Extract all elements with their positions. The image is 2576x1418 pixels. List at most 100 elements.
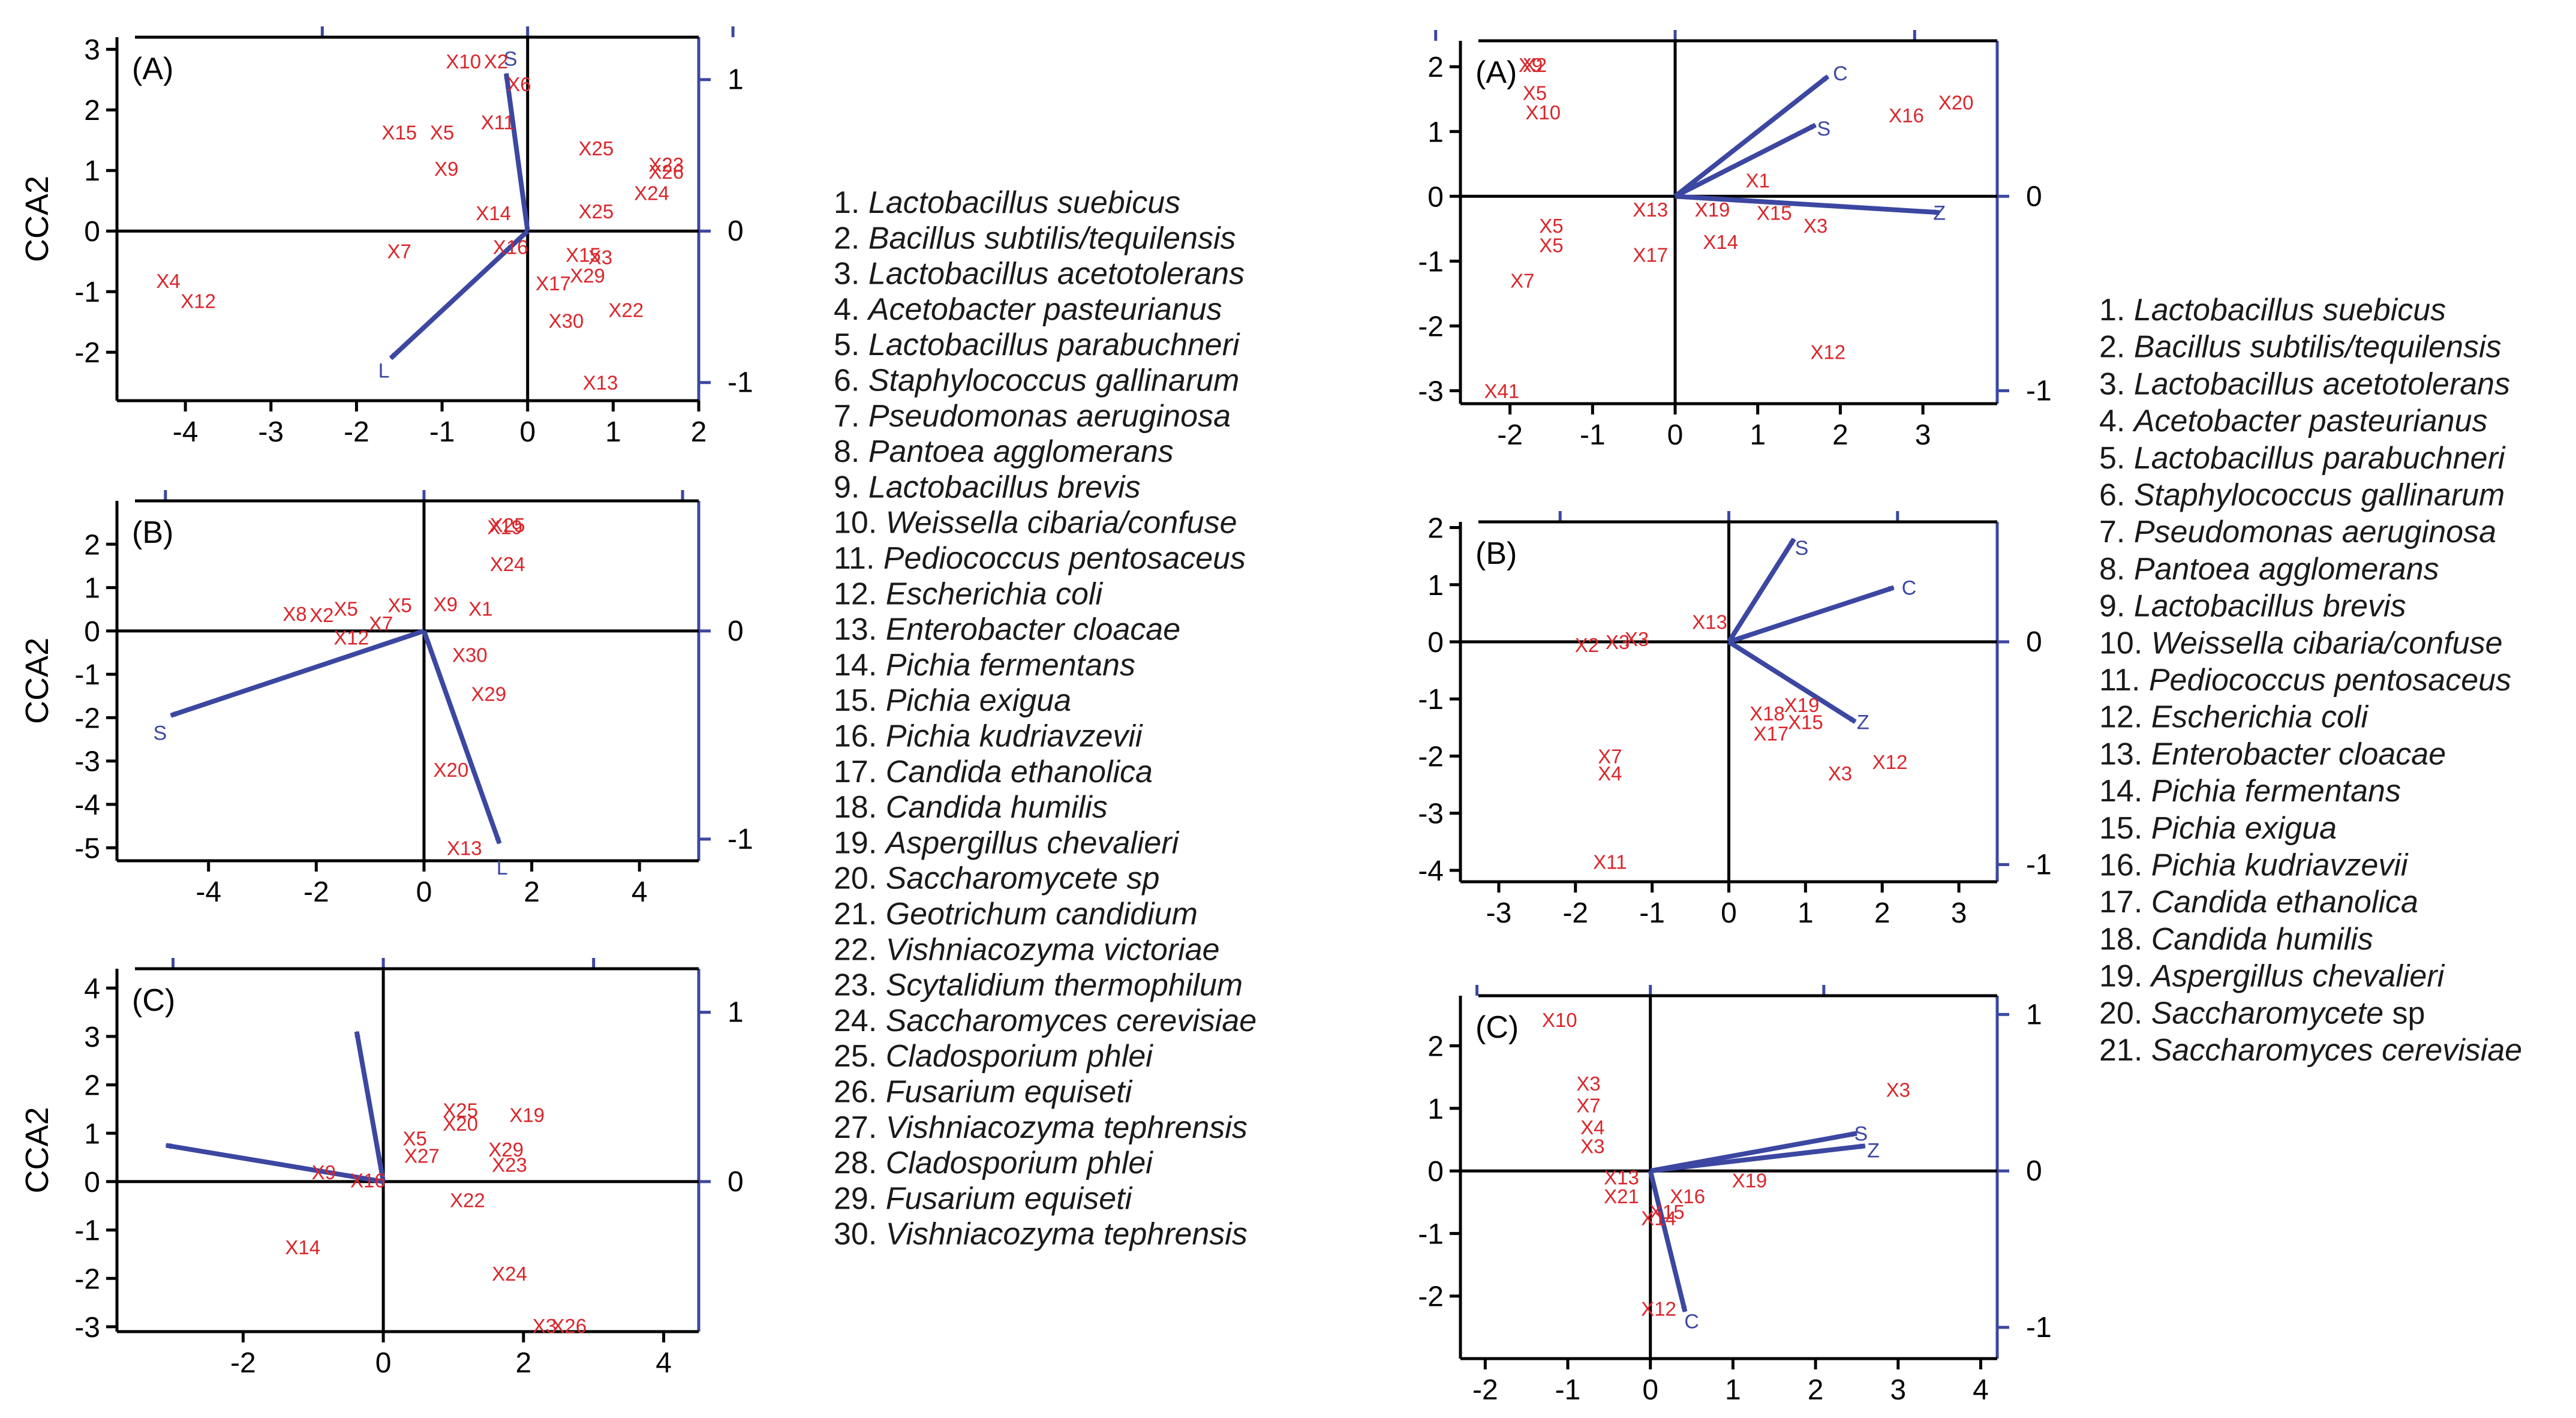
legend-item: 10. Weissella cibaria/confuse — [2099, 626, 2503, 660]
arrow-label: S — [504, 47, 518, 70]
legend-number: 25. — [834, 1039, 886, 1074]
legend-item: 28. Cladosporium phlei — [834, 1146, 1153, 1180]
legend-species: Pichia fermentans — [886, 648, 1135, 683]
x-tick-label: 3 — [1915, 419, 1931, 451]
data-point-label: X17 — [1633, 244, 1668, 266]
arrow-label: S — [1854, 1122, 1868, 1145]
legend-number: 12. — [2099, 700, 2151, 735]
right-tick-label: 1 — [2026, 999, 2042, 1031]
data-point-label: X20 — [1938, 92, 1974, 114]
y-tick-label: -1 — [1418, 1218, 1444, 1250]
legend-species: Enterobacter cloacae — [2151, 737, 2446, 771]
x-tick-label: 0 — [416, 876, 432, 908]
legend-species: Pantoea agglomerans — [2134, 552, 2439, 587]
data-point-label: X9 — [1519, 54, 1543, 76]
legend-number: 23. — [834, 968, 886, 1003]
legend-item: 4. Acetobacter pasteurianus — [2099, 404, 2488, 438]
data-point-label: X1 — [468, 597, 492, 620]
data-point-label: X25 — [578, 137, 614, 160]
y-tick-label: -1 — [1418, 684, 1444, 716]
legend-species: Aspergillus chevalieri — [884, 825, 1180, 860]
biplot-arrow — [1675, 194, 1941, 215]
right-tick-label: 0 — [728, 1166, 744, 1198]
y-tick-label: 0 — [84, 1167, 100, 1198]
data-point-label: X3 — [533, 1315, 557, 1337]
data-point-label: X9 — [312, 1161, 336, 1183]
legend-number: 14. — [2099, 774, 2151, 809]
legend-number: 10. — [2099, 626, 2151, 660]
legend-species: Bacillus subtilis/tequilensis — [868, 221, 1236, 256]
legend-item: 9. Lactobacillus brevis — [834, 470, 1141, 504]
data-point-label: X24 — [490, 553, 525, 575]
legend-item: 18. Candida humilis — [2099, 922, 2373, 957]
data-point-label: X19 — [1695, 199, 1730, 221]
legend-number: 24. — [834, 1004, 886, 1038]
legend-item: 12. Escherichia coli — [2099, 700, 2368, 735]
legend-species: Acetobacter pasteurianus — [867, 292, 1222, 327]
data-point-label: X19 — [1784, 694, 1820, 716]
data-point-label: X5 — [1539, 215, 1563, 237]
data-point-label: X26 — [648, 161, 684, 183]
legend-item: 7. Pseudomonas aeruginosa — [834, 399, 1231, 434]
legend-item: 3. Lactobacillus acetotolerans — [834, 257, 1245, 292]
data-point-label: X13 — [1633, 199, 1668, 221]
x-tick-label: -4 — [196, 876, 221, 908]
biplot-arrow — [170, 629, 425, 718]
legend-item: 10. Weissella cibaria/confuse — [834, 506, 1237, 540]
legend-number: 7. — [834, 399, 868, 434]
legend-species: Cladosporium phlei — [886, 1039, 1154, 1074]
arrow-label: C — [1833, 62, 1848, 85]
legend-item: 23. Scytalidium thermophilum — [834, 968, 1243, 1003]
legend-number: 15. — [834, 683, 886, 718]
legend-species: Lactobacillus parabuchneri — [868, 328, 1240, 362]
y-tick-label: -2 — [74, 337, 100, 369]
legend-item: 20. Saccharomycete sp — [2099, 996, 2425, 1031]
legend-item: 3. Lactobacillus acetotolerans — [2099, 366, 2510, 401]
legend-item: 13. Enterobacter cloacae — [2099, 737, 2446, 771]
legend-number: 30. — [834, 1217, 886, 1252]
data-point-label: X16 — [493, 236, 528, 258]
arrow-label: L — [497, 857, 508, 879]
data-point-label: X7 — [1598, 745, 1622, 767]
data-point-label: X30 — [549, 310, 584, 332]
arrow-label: Z — [1857, 711, 1869, 734]
data-point-label: X3 — [1576, 1072, 1600, 1095]
y-tick-label: -2 — [1418, 741, 1444, 773]
data-point-label: X6 — [507, 73, 531, 95]
panel-label: (C) — [1475, 1010, 1519, 1045]
legend-item: 8. Pantoea agglomerans — [834, 434, 1174, 469]
legend-number: 3. — [2099, 366, 2134, 401]
legend-species: Escherichia coli — [2151, 700, 2369, 735]
legend-item: 2. Bacillus subtilis/tequilensis — [834, 221, 1236, 256]
legend-number: 9. — [834, 470, 868, 504]
x-tick-label: 1 — [1750, 419, 1766, 451]
legend-number: 13. — [834, 612, 886, 647]
legend-item: 19. Aspergillus chevalieri — [834, 825, 1180, 860]
y-tick-label: 3 — [84, 34, 100, 66]
biplot-arrow — [1728, 585, 1895, 644]
x-tick-label: 0 — [1642, 1374, 1658, 1406]
legend-species: Pseudomonas aeruginosa — [868, 399, 1231, 434]
legend-species: Lactobacillus suebicus — [2134, 293, 2446, 328]
data-point-label: X29 — [570, 265, 605, 287]
x-tick-label: 4 — [632, 876, 648, 908]
legend-number: 5. — [2099, 441, 2134, 476]
data-point-label: X3 — [1606, 631, 1630, 653]
arrow-label: Z — [1867, 1140, 1880, 1162]
legend-item: 8. Pantoea agglomerans — [2099, 552, 2439, 587]
legend-species: Fusarium equiseti — [886, 1181, 1133, 1216]
legend-item: 9. Lactobacillus brevis — [2099, 589, 2406, 624]
legend-number: 8. — [834, 434, 868, 469]
legend-number: 7. — [2099, 515, 2134, 549]
legend-number: 9. — [2099, 589, 2134, 624]
legend-number: 13. — [2099, 737, 2151, 771]
data-point-label: X19 — [509, 1104, 545, 1126]
legend-item: 30. Vishniacozyma tephrensis — [834, 1217, 1248, 1252]
legend-number: 28. — [834, 1146, 886, 1180]
legend-species: Lactobacillus acetotolerans — [2134, 366, 2510, 401]
y-tick-label: -1 — [74, 659, 100, 691]
